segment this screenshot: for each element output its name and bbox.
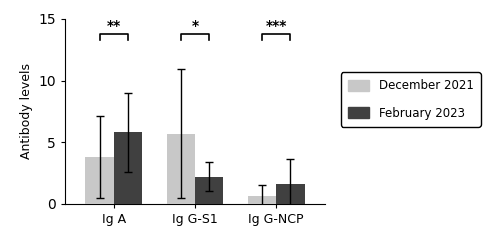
Text: **: ** [106,19,121,33]
Text: ***: *** [266,19,287,33]
Bar [276,184,304,204]
Bar [114,132,142,204]
Legend: December 2021, February 2023: December 2021, February 2023 [341,72,480,127]
Bar [195,177,224,204]
Text: *: * [192,19,198,33]
Y-axis label: Antibody levels: Antibody levels [20,63,33,160]
Bar [166,134,195,204]
Bar [86,157,114,204]
Bar [248,196,276,204]
